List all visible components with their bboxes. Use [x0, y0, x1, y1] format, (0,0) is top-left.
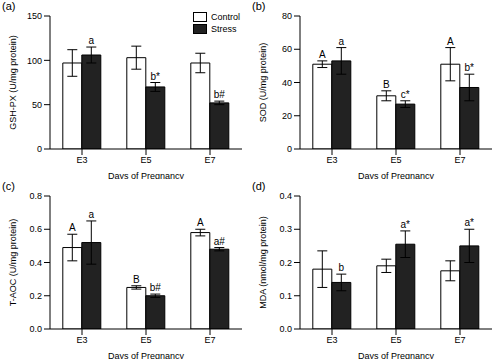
svg-text:E5: E5: [390, 335, 401, 345]
svg-text:A: A: [197, 217, 204, 228]
svg-text:Days of Pregnancy: Days of Pregnancy: [358, 171, 435, 179]
svg-text:Days of Pregnancy: Days of Pregnancy: [358, 351, 435, 359]
svg-text:E3: E3: [76, 155, 87, 165]
svg-text:0.6: 0.6: [29, 224, 42, 234]
svg-text:E3: E3: [76, 335, 87, 345]
svg-text:100: 100: [27, 56, 42, 66]
svg-text:E5: E5: [140, 335, 151, 345]
svg-text:E7: E7: [204, 155, 215, 165]
svg-text:0.3: 0.3: [279, 224, 292, 234]
svg-text:GSH-PX (U/mg protein): GSH-PX (U/mg protein): [8, 35, 18, 130]
svg-text:20: 20: [282, 111, 292, 121]
svg-text:E7: E7: [204, 335, 215, 345]
svg-text:0.1: 0.1: [279, 290, 292, 300]
svg-text:Days of Pregnancy: Days of Pregnancy: [108, 171, 185, 179]
html-text:(b): (b): [252, 0, 266, 12]
svg-text:150: 150: [27, 11, 42, 21]
svg-text:0.4: 0.4: [29, 257, 42, 267]
svg-text:a*: a*: [401, 218, 411, 229]
html-text:(c): (c): [2, 179, 15, 192]
svg-text:E3: E3: [326, 155, 337, 165]
svg-text:a: a: [89, 35, 95, 46]
svg-text:MDA (nmol/mg protein): MDA (nmol/mg protein): [258, 216, 268, 309]
svg-text:b#: b#: [150, 282, 162, 293]
html-text:Control: Control: [211, 12, 240, 22]
svg-text:0: 0: [37, 144, 42, 154]
svg-text:A: A: [319, 49, 326, 60]
svg-text:40: 40: [282, 78, 292, 88]
html-text:(a): (a): [2, 0, 16, 12]
svg-text:b#: b#: [214, 89, 226, 100]
svg-text:a*: a*: [465, 217, 475, 228]
svg-text:B: B: [133, 273, 140, 284]
svg-text:0.8: 0.8: [29, 191, 42, 201]
svg-text:a: a: [339, 36, 345, 47]
svg-text:0.2: 0.2: [29, 290, 42, 300]
svg-text:E5: E5: [140, 155, 151, 165]
svg-text:E7: E7: [454, 335, 465, 345]
svg-text:0.2: 0.2: [279, 257, 292, 267]
svg-text:0.4: 0.4: [279, 191, 292, 201]
svg-text:A: A: [69, 222, 76, 233]
svg-text:80: 80: [282, 11, 292, 21]
svg-text:A: A: [447, 36, 454, 47]
svg-text:0: 0: [287, 144, 292, 154]
svg-text:E5: E5: [390, 155, 401, 165]
html-text:(d): (d): [252, 179, 266, 192]
svg-text:0.0: 0.0: [29, 324, 42, 334]
svg-text:Days of Pregnancy: Days of Pregnancy: [108, 351, 185, 359]
html-text:Stress: Stress: [211, 24, 237, 34]
svg-text:B: B: [383, 79, 390, 90]
svg-text:SOD (U/mg protein): SOD (U/mg protein): [258, 43, 268, 123]
svg-text:c*: c*: [401, 89, 410, 100]
svg-text:a: a: [89, 208, 95, 219]
svg-text:b*: b*: [465, 62, 475, 73]
svg-text:a#: a#: [214, 235, 226, 246]
svg-text:b: b: [339, 262, 345, 273]
svg-text:T-AOC (U/mg protein): T-AOC (U/mg protein): [8, 218, 18, 306]
svg-text:60: 60: [282, 44, 292, 54]
svg-text:b*: b*: [151, 71, 161, 82]
svg-text:0.0: 0.0: [279, 324, 292, 334]
svg-text:E7: E7: [454, 155, 465, 165]
svg-text:E3: E3: [326, 335, 337, 345]
svg-text:50: 50: [32, 100, 42, 110]
